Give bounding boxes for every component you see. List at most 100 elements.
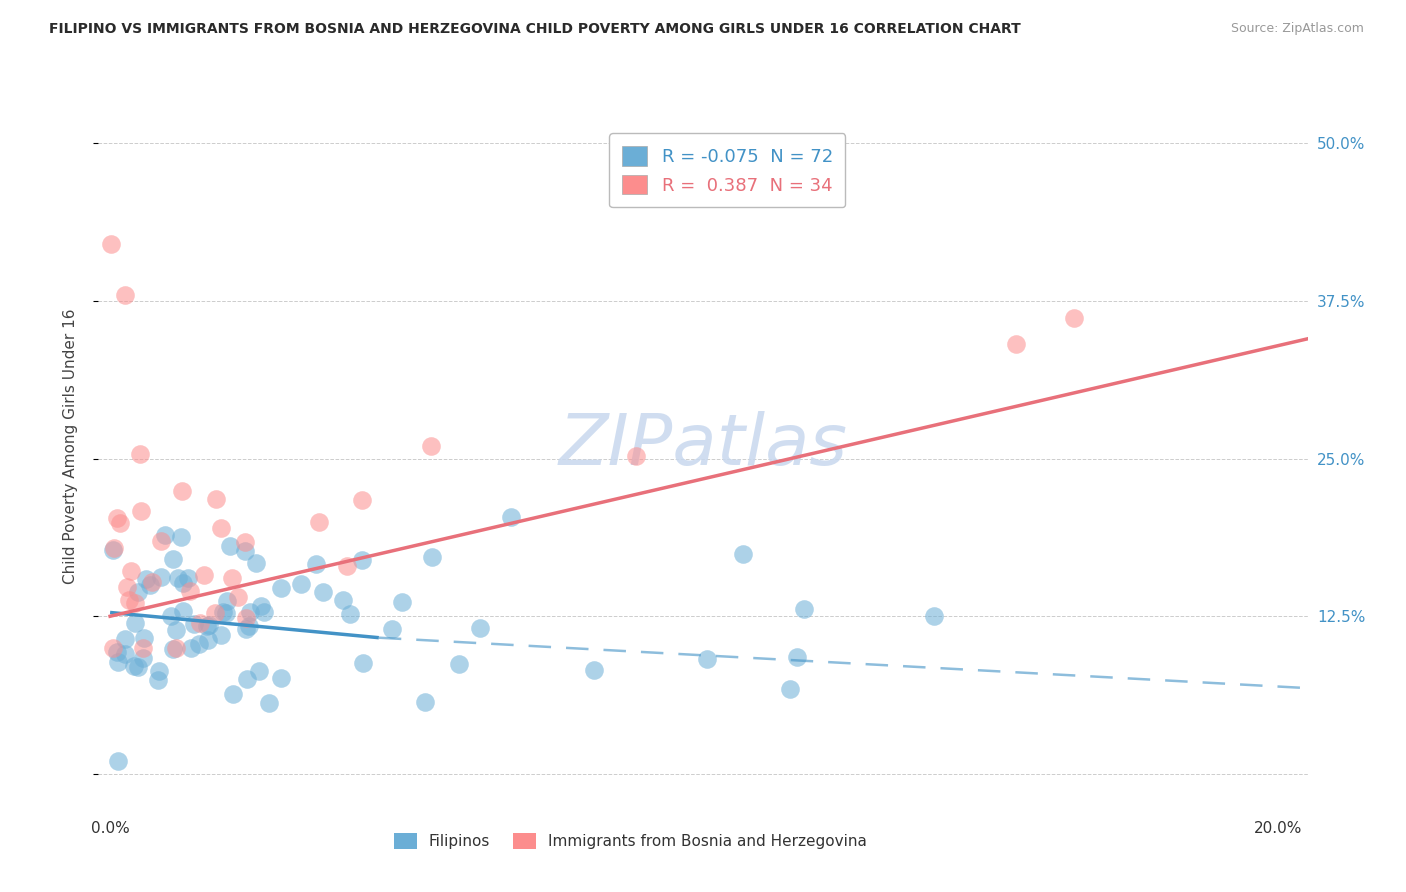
Point	[204, 491, 226, 506]
Point	[162, 642, 184, 657]
Point	[290, 576, 312, 591]
Point	[124, 596, 146, 610]
Point	[352, 656, 374, 670]
Point	[221, 572, 243, 586]
Point	[501, 509, 523, 524]
Point	[132, 651, 155, 665]
Point	[159, 609, 181, 624]
Point	[141, 574, 163, 589]
Point	[179, 583, 201, 598]
Point	[149, 533, 172, 548]
Point	[218, 539, 240, 553]
Point	[253, 605, 276, 619]
Point	[188, 637, 211, 651]
Point	[117, 580, 139, 594]
Point	[146, 673, 169, 687]
Point	[305, 558, 328, 572]
Point	[180, 640, 202, 655]
Point	[204, 607, 226, 621]
Point	[183, 617, 205, 632]
Point	[449, 657, 471, 671]
Point	[247, 664, 270, 678]
Point	[114, 648, 136, 662]
Point	[132, 640, 155, 655]
Point	[233, 544, 256, 558]
Point	[170, 530, 193, 544]
Point	[138, 578, 160, 592]
Point	[101, 640, 124, 655]
Point	[103, 541, 125, 556]
Point	[236, 672, 259, 686]
Point	[155, 528, 177, 542]
Point	[129, 447, 152, 461]
Point	[100, 237, 122, 252]
Point	[209, 628, 232, 642]
Point	[105, 645, 128, 659]
Point	[228, 591, 250, 605]
Point	[118, 593, 141, 607]
Point	[209, 521, 232, 535]
Point	[793, 602, 815, 616]
Text: ZIPatlas: ZIPatlas	[558, 411, 848, 481]
Point	[148, 664, 170, 678]
Point	[172, 576, 194, 591]
Point	[107, 754, 129, 768]
Y-axis label: Child Poverty Among Girls Under 16: Child Poverty Among Girls Under 16	[63, 309, 77, 583]
Point	[195, 619, 218, 633]
Point	[339, 607, 361, 621]
Point	[624, 450, 647, 464]
Point	[211, 605, 233, 619]
Point	[149, 570, 172, 584]
Point	[238, 618, 260, 632]
Point	[420, 439, 443, 453]
Point	[132, 631, 155, 645]
Point	[127, 585, 149, 599]
Point	[239, 606, 262, 620]
Point	[167, 571, 190, 585]
Point	[172, 604, 194, 618]
Point	[308, 515, 330, 529]
Point	[162, 552, 184, 566]
Point	[127, 660, 149, 674]
Point	[177, 571, 200, 585]
Point	[391, 595, 413, 609]
Point	[1004, 337, 1026, 351]
Point	[120, 564, 142, 578]
Point	[193, 567, 215, 582]
Legend: Filipinos, Immigrants from Bosnia and Herzegovina: Filipinos, Immigrants from Bosnia and He…	[388, 827, 873, 855]
Point	[352, 552, 374, 566]
Point	[1063, 310, 1085, 325]
Point	[312, 585, 335, 599]
Point	[696, 651, 718, 665]
Point	[582, 663, 605, 677]
Point	[124, 615, 146, 630]
Point	[135, 572, 157, 586]
Point	[110, 516, 132, 531]
Point	[235, 622, 257, 636]
Point	[188, 616, 211, 631]
Point	[380, 622, 402, 636]
Point	[270, 671, 292, 685]
Point	[101, 542, 124, 557]
Point	[197, 633, 219, 648]
Point	[270, 581, 292, 595]
Point	[468, 621, 491, 635]
Point	[105, 511, 128, 525]
Point	[215, 606, 238, 620]
Text: FILIPINO VS IMMIGRANTS FROM BOSNIA AND HERZEGOVINA CHILD POVERTY AMONG GIRLS UND: FILIPINO VS IMMIGRANTS FROM BOSNIA AND H…	[49, 22, 1021, 37]
Point	[332, 593, 354, 607]
Point	[249, 599, 271, 614]
Point	[165, 640, 187, 655]
Point	[731, 547, 754, 561]
Point	[352, 492, 374, 507]
Point	[922, 609, 945, 624]
Point	[420, 549, 443, 564]
Point	[170, 484, 193, 499]
Point	[114, 287, 136, 301]
Point	[415, 695, 437, 709]
Point	[114, 632, 136, 646]
Point	[245, 557, 267, 571]
Point	[122, 658, 145, 673]
Point	[336, 559, 359, 574]
Text: Source: ZipAtlas.com: Source: ZipAtlas.com	[1230, 22, 1364, 36]
